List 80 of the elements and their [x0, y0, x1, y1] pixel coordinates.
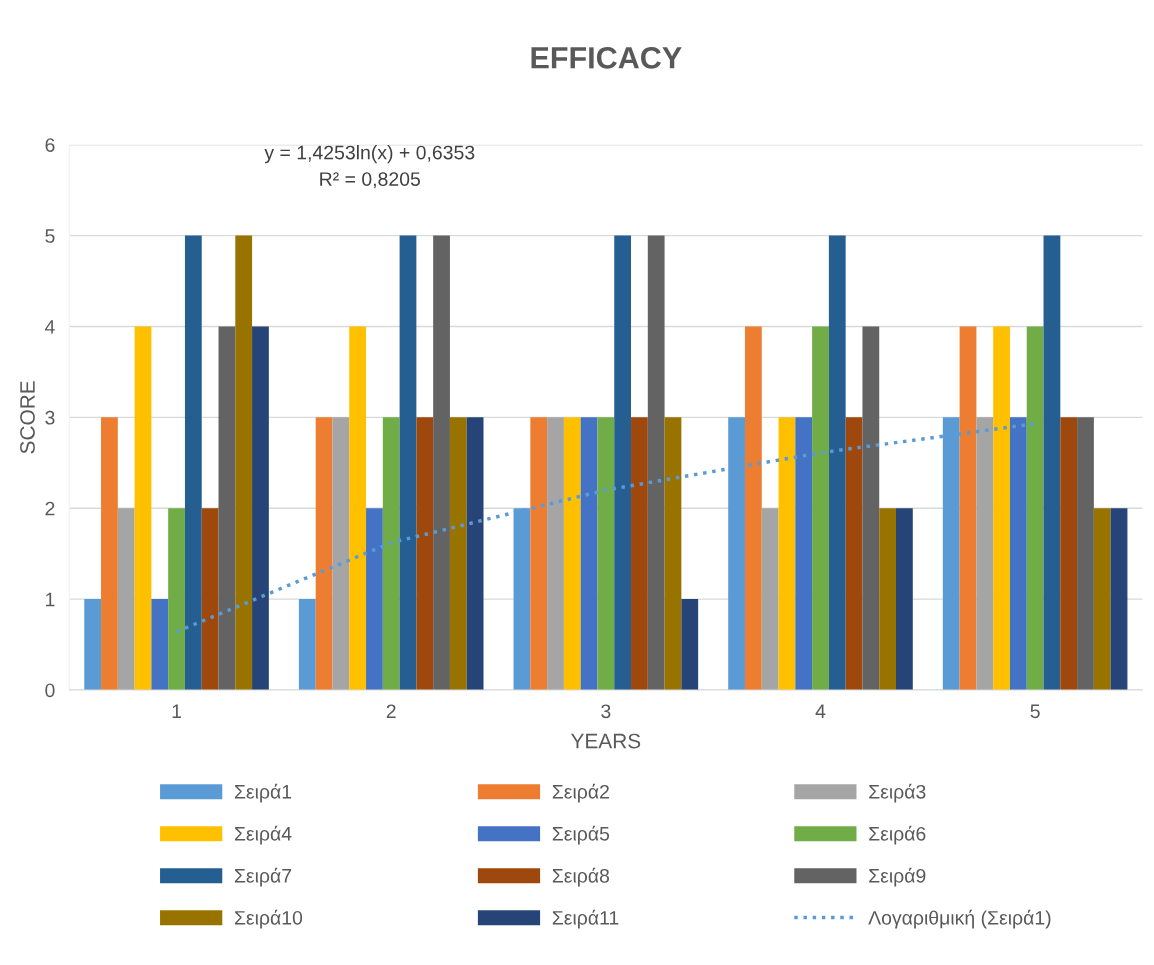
- bar: [168, 508, 185, 690]
- y-tick-label: 3: [45, 410, 55, 425]
- annotation: y = 1,4253ln(x) + 0,6353 R² = 0,8205: [264, 145, 475, 189]
- bar: [315, 417, 333, 690]
- bar: [466, 417, 484, 690]
- bar: [530, 417, 548, 690]
- bar: [1026, 326, 1044, 690]
- legend-label: Σειρά2: [552, 783, 609, 803]
- bar: [399, 235, 417, 690]
- bar: [993, 326, 1010, 690]
- x-tick-label: 5: [1030, 704, 1040, 719]
- bar: [84, 599, 102, 690]
- x-tick-label: 4: [815, 704, 826, 718]
- x-axis-title: YEARS: [570, 733, 641, 749]
- chart-title: EFFICACY: [531, 47, 682, 69]
- bar: [201, 508, 219, 690]
- x-tick-label: 3: [601, 704, 611, 719]
- bar: [597, 417, 615, 690]
- y-tick-label: 0: [45, 683, 55, 698]
- bar: [101, 417, 118, 690]
- y-tick-label: 2: [45, 501, 55, 516]
- bar: [1009, 417, 1027, 690]
- bar: [828, 235, 846, 690]
- legend-label: Σειρά8: [552, 867, 610, 887]
- bar: [1077, 417, 1094, 690]
- bar: [631, 417, 648, 690]
- bar: [580, 417, 598, 690]
- bar: [845, 417, 863, 690]
- bar: [433, 235, 450, 690]
- y-axis-title: SCORE: [20, 381, 35, 454]
- bar: [235, 235, 253, 690]
- bar: [862, 326, 880, 690]
- legend-label: Σειρά11: [552, 909, 619, 929]
- bar: [449, 417, 467, 690]
- bar: [761, 508, 779, 690]
- bar: [959, 326, 977, 690]
- legend-label: Λογαριθμική (Σειρά1): [868, 909, 1051, 929]
- bar: [218, 326, 236, 690]
- bar: [879, 508, 897, 690]
- bar: [812, 326, 829, 690]
- y-tick-label: 4: [44, 320, 55, 334]
- bar: [976, 417, 994, 690]
- bar: [778, 417, 796, 690]
- bar: [151, 599, 169, 690]
- bar: [563, 417, 581, 690]
- x-tick-label: 2: [386, 704, 396, 718]
- bar: [1060, 417, 1078, 690]
- bar: [349, 326, 367, 690]
- bar: [416, 417, 434, 690]
- legend-label: Σειρά6: [869, 825, 926, 845]
- bar: [1093, 508, 1111, 690]
- bar: [382, 417, 400, 690]
- bar: [1110, 508, 1128, 690]
- bar: [664, 417, 682, 690]
- legend-label: Σειρά10: [234, 909, 303, 929]
- bar: [134, 326, 152, 690]
- bar: [547, 417, 564, 690]
- bar: [744, 326, 762, 690]
- bar: [332, 417, 350, 690]
- bar: [614, 235, 632, 690]
- bar: [647, 235, 665, 690]
- legend-label: Σειρά9: [869, 867, 926, 887]
- bar: [298, 599, 316, 690]
- bar: [366, 508, 383, 690]
- legend-label: Σειρά5: [552, 825, 610, 845]
- legend-label: Σειρά7: [234, 867, 292, 887]
- bar: [252, 326, 269, 690]
- bar: [184, 235, 202, 690]
- legend-label: Σειρά4: [234, 825, 292, 845]
- bar: [896, 508, 913, 690]
- x-tick-label: 1: [172, 704, 182, 718]
- legend-label: Σειρά1: [234, 783, 292, 803]
- bar: [117, 508, 135, 690]
- y-tick-label: 5: [45, 229, 55, 243]
- y-tick-label: 6: [45, 138, 55, 152]
- bar: [795, 417, 813, 690]
- bar: [681, 599, 699, 690]
- y-tick-label: 1: [46, 592, 55, 607]
- bar: [1043, 235, 1061, 690]
- legend-label: Σειρά3: [869, 783, 926, 803]
